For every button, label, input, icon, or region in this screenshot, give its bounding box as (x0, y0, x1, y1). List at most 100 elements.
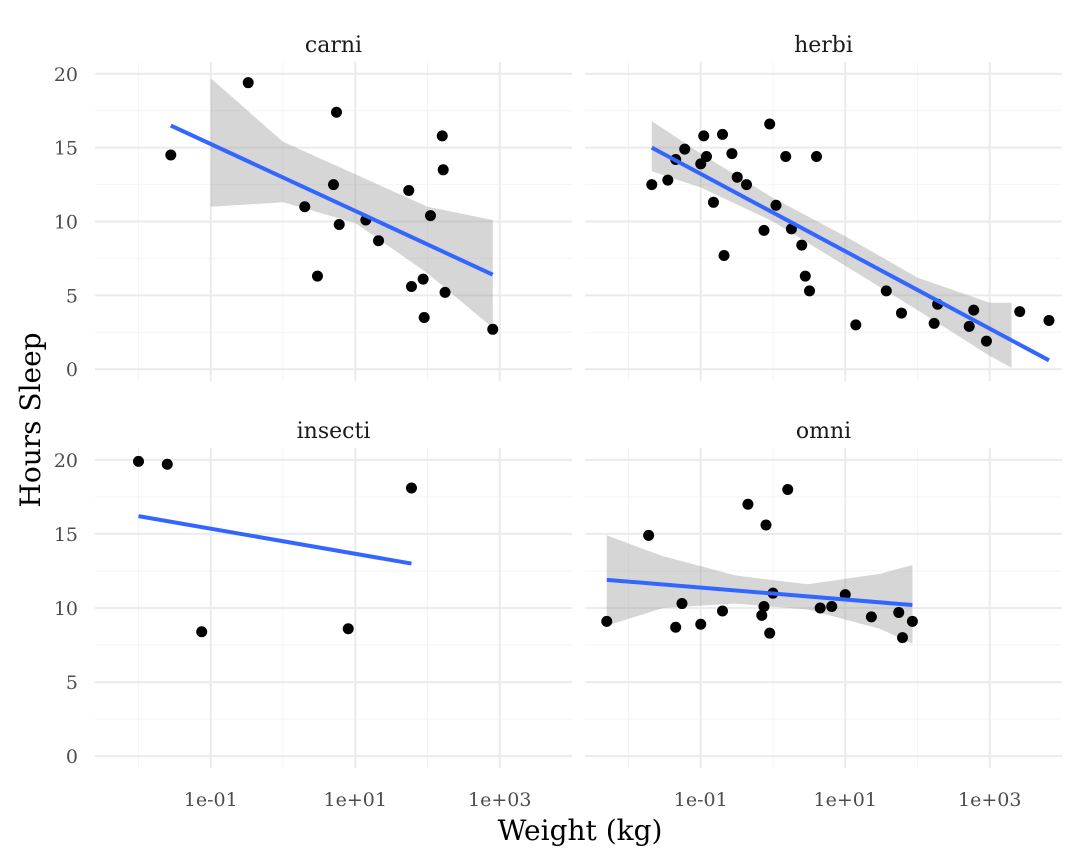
y-tick-label: 15 (54, 524, 78, 546)
data-point (662, 174, 674, 186)
data-point (810, 151, 822, 163)
data-point (299, 201, 311, 213)
data-point (695, 618, 707, 630)
data-point (405, 280, 417, 292)
data-point (342, 623, 354, 635)
gridlines (585, 448, 1062, 768)
data-point (764, 118, 776, 130)
data-point (418, 311, 430, 323)
data-point (676, 598, 688, 610)
data-point (893, 606, 905, 618)
data-points (646, 118, 1055, 347)
data-point (880, 285, 892, 297)
facet-panels: carni 0 5 10 15 20 herbi insecti 0 5 10 15 20 1e-01 1e… (54, 33, 1062, 811)
data-point (196, 626, 208, 638)
x-tick-label: 1e+01 (324, 789, 387, 811)
data-point (417, 273, 429, 285)
facet-label: insecti (297, 419, 371, 444)
data-point (405, 482, 417, 494)
y-tick-label: 10 (54, 598, 78, 620)
y-tick-label: 5 (66, 672, 78, 694)
data-point (796, 239, 808, 251)
y-axis-title: Hours Sleep (14, 332, 47, 507)
data-point (865, 611, 877, 623)
regression-line (138, 514, 412, 566)
data-point (980, 335, 992, 347)
x-tick-label: 1e+03 (958, 789, 1021, 811)
data-point (439, 286, 451, 298)
data-point (716, 605, 728, 617)
data-point (132, 455, 144, 467)
data-point (670, 621, 682, 633)
data-point (758, 601, 770, 613)
data-point (403, 184, 415, 196)
facet-label: herbi (794, 33, 853, 58)
data-point (850, 319, 862, 331)
x-tick-label: 1e+03 (468, 789, 531, 811)
x-axis-title: Weight (kg) (498, 814, 663, 847)
data-point (906, 615, 918, 627)
data-point (896, 632, 908, 644)
data-point (328, 179, 339, 191)
data-point (437, 164, 449, 176)
data-point (741, 179, 753, 191)
data-point (963, 320, 975, 332)
data-point (716, 128, 728, 140)
facet-panel-herbi: herbi (585, 33, 1062, 381)
regression-line (169, 123, 494, 277)
data-point (330, 106, 342, 118)
data-point (764, 627, 776, 639)
gridlines (585, 62, 1062, 381)
data-point (242, 77, 254, 89)
x-tick-label: 1e-01 (184, 789, 238, 811)
data-point (758, 224, 770, 236)
data-points (132, 455, 417, 638)
data-point (814, 602, 826, 614)
data-point (895, 307, 907, 319)
y-tick-label: 5 (66, 285, 78, 307)
x-tick-label: 1e+01 (814, 789, 877, 811)
data-point (742, 498, 754, 510)
facet-panel-insecti: insecti 0 5 10 15 20 1e-01 1e+01 1e+03 (54, 419, 572, 811)
data-point (165, 149, 177, 161)
data-point (731, 171, 743, 183)
facet-label: omni (796, 419, 851, 444)
data-point (311, 270, 323, 282)
confidence-band (606, 535, 913, 644)
y-tick-label: 10 (54, 212, 78, 234)
data-point (968, 304, 980, 316)
data-point (1014, 306, 1026, 318)
data-point (803, 285, 815, 297)
data-point (770, 199, 782, 211)
data-point (601, 615, 613, 627)
data-point (782, 483, 794, 495)
data-point (487, 323, 499, 335)
data-point (707, 196, 719, 208)
data-point (928, 317, 940, 329)
data-point (760, 519, 772, 531)
y-tick-label: 15 (54, 138, 78, 160)
regression-line (606, 577, 913, 608)
data-point (756, 609, 768, 621)
data-point (436, 130, 448, 142)
data-point (695, 158, 707, 170)
data-points (165, 77, 499, 335)
data-point (679, 143, 691, 155)
data-point (718, 249, 730, 261)
y-tick-label: 0 (66, 746, 78, 768)
data-points (601, 483, 918, 644)
facet-panel-omni: omni 1e-01 1e+01 1e+03 (585, 419, 1062, 811)
data-point (1043, 314, 1055, 326)
regression-line (650, 145, 1050, 363)
data-point (373, 235, 385, 247)
gridlines (95, 448, 572, 768)
data-point (333, 218, 345, 230)
data-point (643, 529, 655, 541)
data-point (799, 270, 811, 282)
data-point (698, 130, 710, 142)
data-point (424, 210, 436, 222)
facet-label: carni (305, 33, 362, 58)
data-point (646, 179, 658, 191)
data-point (826, 601, 838, 613)
